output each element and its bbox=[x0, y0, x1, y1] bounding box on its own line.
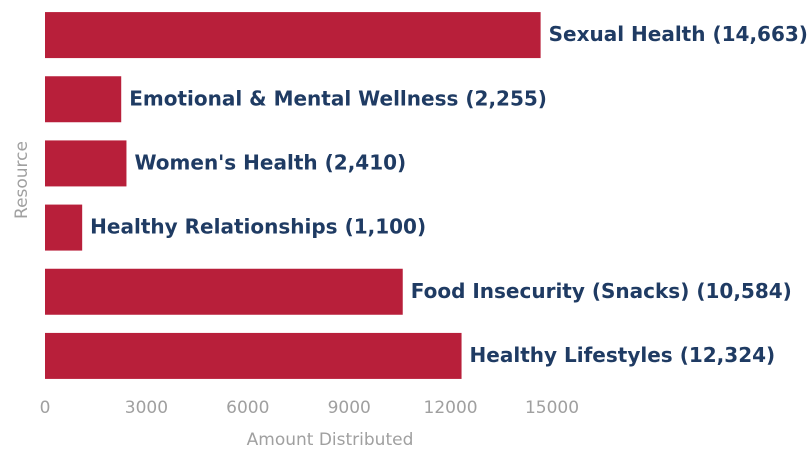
bar-label: Healthy Lifestyles (12,324) bbox=[470, 342, 776, 366]
value-label: (14,663) bbox=[712, 22, 807, 46]
bar bbox=[45, 332, 462, 379]
x-axis-title: Amount Distributed bbox=[247, 430, 414, 450]
category-label: Healthy Relationships bbox=[90, 214, 337, 238]
value-label: (2,410) bbox=[325, 150, 407, 174]
y-axis-title: Resource bbox=[12, 141, 32, 219]
category-label: Emotional & Mental Wellness bbox=[129, 86, 458, 110]
x-tick-label: 3000 bbox=[125, 398, 168, 418]
bar-label: Women's Health (2,410) bbox=[134, 150, 406, 174]
bar bbox=[45, 268, 403, 315]
bar bbox=[45, 12, 541, 59]
bar bbox=[45, 204, 83, 251]
category-label: Healthy Lifestyles bbox=[470, 342, 673, 366]
category-label: Sexual Health bbox=[549, 22, 706, 46]
value-label: (10,584) bbox=[696, 278, 791, 302]
bar-label: Sexual Health (14,663) bbox=[549, 22, 807, 46]
x-tick-label: 0 bbox=[40, 398, 51, 418]
bar-label: Food Insecurity (Snacks) (10,584) bbox=[411, 278, 792, 302]
value-label: (1,100) bbox=[345, 214, 427, 238]
category-label: Women's Health bbox=[134, 150, 317, 174]
value-label: (12,324) bbox=[680, 342, 775, 366]
x-tick-label: 15000 bbox=[525, 398, 579, 418]
bar bbox=[45, 140, 127, 187]
category-label: Food Insecurity (Snacks) bbox=[411, 278, 690, 302]
bar-label: Emotional & Mental Wellness (2,255) bbox=[129, 86, 547, 110]
x-tick-label: 9000 bbox=[328, 398, 371, 418]
bar-label: Healthy Relationships (1,100) bbox=[90, 214, 426, 238]
x-tick-label: 6000 bbox=[226, 398, 269, 418]
x-tick-label: 12000 bbox=[424, 398, 478, 418]
value-label: (2,255) bbox=[465, 86, 547, 110]
bar bbox=[45, 76, 122, 123]
